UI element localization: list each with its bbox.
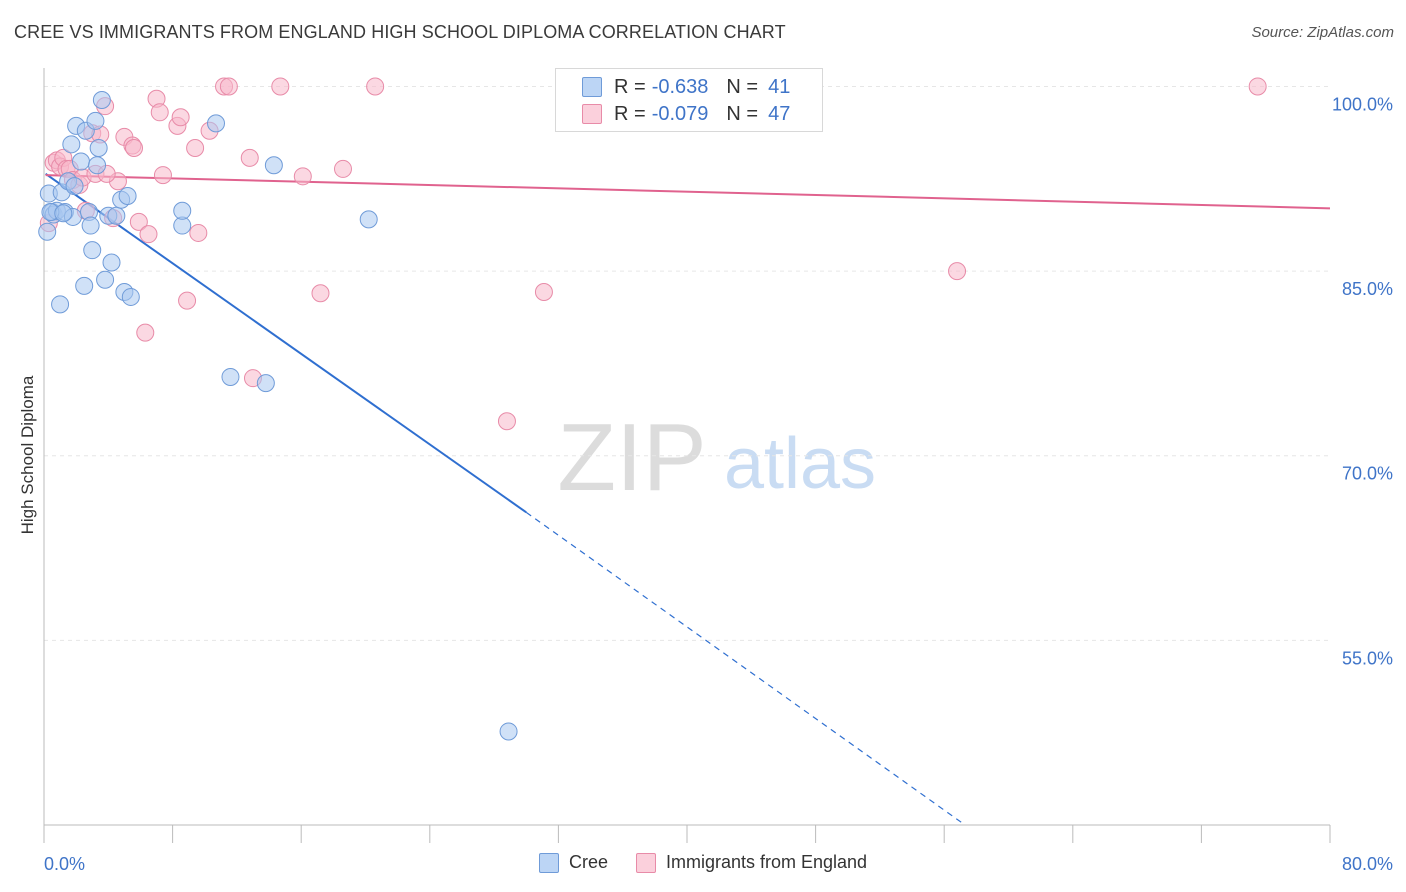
legend-n-label: N =: [726, 102, 759, 125]
cree-point: [102, 253, 121, 272]
y-tick-label: 100.0%: [1332, 94, 1393, 114]
england-point: [150, 103, 169, 122]
cree-point: [83, 241, 102, 260]
cree-point: [221, 367, 240, 386]
cree-point: [81, 216, 100, 235]
england-point: [186, 139, 205, 158]
cree-point: [54, 204, 73, 223]
england-point: [311, 284, 330, 303]
bottom-legend-swatch-cree: [538, 852, 559, 873]
england-point: [139, 225, 158, 244]
cree-trend-extension: [525, 511, 966, 826]
source-credit: Source: ZipAtlas.com: [1251, 24, 1394, 41]
legend-r-value-england: -0.079: [651, 102, 709, 125]
england-point: [333, 159, 352, 178]
legend-r-label: R =: [614, 75, 646, 98]
cree-point: [173, 201, 192, 220]
england-point: [240, 148, 259, 167]
england-point: [153, 166, 172, 185]
cree-point: [118, 187, 137, 206]
england-point: [271, 77, 290, 96]
bottom-legend-swatch-england: [635, 852, 656, 873]
cree-point: [51, 295, 70, 314]
cree-point: [256, 374, 275, 393]
bottom-legend-item-england: Immigrants from England: [635, 852, 868, 873]
legend-r-label: R =: [614, 102, 646, 125]
england-point: [1248, 77, 1267, 96]
england-trend-line: [45, 174, 1331, 210]
legend-row-england: R = -0.079 N = 47: [556, 101, 790, 127]
bottom-legend-label-england: Immigrants from England: [665, 852, 868, 872]
cree-point: [96, 270, 115, 289]
cree-point: [62, 135, 81, 154]
england-point: [189, 223, 208, 242]
bottom-legend-item-cree: Cree: [538, 852, 608, 873]
y-tick-label: 70.0%: [1342, 464, 1393, 484]
axes: 100.0% 85.0% 70.0% 55.0% 0.0% 80.0%: [43, 68, 1393, 874]
cree-point: [86, 111, 105, 130]
y-tick-label: 55.0%: [1342, 648, 1393, 668]
cree-point: [359, 210, 378, 229]
y-tick-label: 85.0%: [1342, 279, 1393, 299]
bottom-legend-label-cree: Cree: [568, 852, 608, 872]
legend-row-cree: R = -0.638 N = 41: [556, 74, 790, 100]
watermark-atlas: atlas: [724, 424, 876, 504]
x-tick-label: 0.0%: [44, 854, 85, 874]
england-point: [534, 283, 553, 302]
trend-lines: [45, 173, 1331, 826]
cree-point: [71, 152, 90, 171]
gridlines: [44, 85, 1330, 641]
england-point: [366, 77, 385, 96]
england-point: [293, 167, 312, 186]
legend-r-value-cree: -0.638: [651, 75, 709, 98]
cree-point: [88, 156, 107, 175]
england-point: [497, 412, 516, 431]
data-points: [38, 77, 1267, 741]
england-point: [125, 139, 144, 158]
england-point: [219, 77, 238, 96]
legend-n-label: N =: [726, 75, 759, 98]
england-point: [129, 212, 148, 231]
cree-point: [121, 287, 140, 306]
watermark-zip: ZIP: [557, 404, 706, 511]
england-point: [178, 291, 197, 310]
cree-point: [107, 206, 126, 225]
england-point: [948, 262, 967, 281]
cree-point: [38, 222, 57, 241]
legend-swatch-england: [582, 104, 602, 124]
cree-point: [499, 722, 518, 741]
cree-point: [75, 276, 94, 295]
chart-title: CREE VS IMMIGRANTS FROM ENGLAND HIGH SCH…: [14, 22, 786, 42]
legend-n-value-cree: 41: [768, 75, 791, 98]
bottom-legend: Cree Immigrants from England: [0, 852, 1406, 873]
cree-trend-line: [45, 173, 527, 514]
cree-point: [207, 114, 226, 133]
england-point: [171, 108, 190, 127]
legend-box: R = -0.638 N = 41 R = -0.079 N = 47: [555, 68, 823, 132]
legend-n-value-england: 47: [768, 102, 791, 125]
cree-point: [92, 91, 111, 110]
x-tick-label: 80.0%: [1342, 854, 1393, 874]
cree-point: [264, 156, 283, 175]
cree-point: [89, 139, 108, 158]
england-point: [136, 323, 155, 342]
cree-point: [65, 177, 84, 196]
legend-swatch-cree: [582, 77, 602, 97]
